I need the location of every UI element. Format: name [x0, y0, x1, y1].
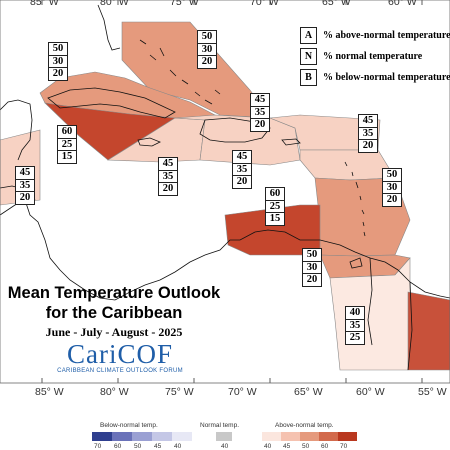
legend-above-swatch — [262, 432, 281, 441]
lon-label-bottom-85: 85° W — [35, 386, 64, 398]
prob-box-windward-islands: 50 30 20 — [382, 168, 402, 207]
legend-below-swatch — [112, 432, 132, 441]
map-title: Mean Temperature Outlook for the Caribbe… — [0, 283, 228, 323]
prob-box-north-hispaniola: 45 35 20 — [250, 93, 270, 132]
legend-above-swatch — [319, 432, 338, 441]
legend-below-tick: 50 — [134, 443, 142, 450]
prob-box-south-cuba: 60 25 15 — [57, 125, 77, 164]
probability-key: A % above-normal temperature N % normal te… — [300, 27, 450, 90]
key-letter-n: N — [300, 48, 317, 65]
legend-normal-tick: 40 — [221, 443, 229, 450]
legend-above-tick: 50 — [302, 443, 310, 450]
legend-below-swatch — [152, 432, 172, 441]
lon-label-bottom-55: 55° W — [418, 386, 447, 398]
legend-below-title: Below-normal temp. — [100, 422, 158, 429]
legend-above-title: Above-normal temp. — [275, 422, 334, 429]
lon-label-bottom-70: 70° W — [228, 386, 257, 398]
lon-label-top-80: 80° W — [100, 0, 129, 8]
map-title-line2: for the Caribbean — [45, 304, 183, 322]
lon-label-bottom-75: 75° W — [165, 386, 194, 398]
legend-above-tick: 40 — [264, 443, 272, 450]
key-text-above: % above-normal temperature — [323, 30, 450, 41]
prob-box-trinidad: 50 30 20 — [302, 248, 322, 287]
longitude-ticks — [41, 0, 423, 383]
key-letter-b: B — [300, 69, 317, 86]
key-letter-a: A — [300, 27, 317, 44]
lon-label-top-65: 65° W — [322, 0, 351, 8]
legend-above-swatch — [281, 432, 300, 441]
legend-normal-title: Normal temp. — [200, 422, 240, 429]
lon-label-bottom-60: 60° W — [356, 386, 385, 398]
key-row-above: A % above-normal temperature — [300, 27, 450, 44]
region-suriname — [407, 291, 450, 371]
lon-label-top-75: 75° W — [170, 0, 199, 8]
lon-label-top-85: 85° W — [30, 0, 59, 8]
legend-above-swatch — [300, 432, 319, 441]
prob-box-belize: 45 35 20 — [15, 166, 35, 205]
lon-label-bottom-80: 80° W — [100, 386, 129, 398]
prob-box-jamaica-sea: 45 35 20 — [158, 157, 178, 196]
legend-above-tick: 70 — [340, 443, 348, 450]
lon-label-top-60: 60° W — [388, 0, 417, 8]
prob-box-virgin-islands: 45 35 20 — [358, 114, 378, 153]
legend-below-tick: 45 — [154, 443, 162, 450]
legend-above-swatch — [338, 432, 357, 441]
lon-label-bottom-65: 65° W — [294, 386, 323, 398]
logo-tagline: CARIBBEAN CLIMATE OUTLOOK FORUM — [57, 368, 183, 374]
key-text-normal: % normal temperature — [323, 51, 423, 62]
legend-below-swatch — [132, 432, 152, 441]
logo-name: CariCOF — [66, 339, 173, 369]
lon-label-top-70: 70° W — [250, 0, 279, 8]
prob-box-north-cuba: 50 30 20 — [48, 42, 68, 81]
caricof-logo: CariCOF CARIBBEAN CLIMATE OUTLOOK FORUM — [40, 340, 200, 374]
map-subtitle: June - July - August - 2025 — [45, 325, 183, 339]
legend-normal-swatch — [216, 432, 232, 441]
legend-below-tick: 40 — [174, 443, 182, 450]
map-frame — [0, 0, 450, 384]
key-row-normal: N % normal temperature — [300, 48, 450, 65]
prob-box-guyana: 40 35 25 — [345, 306, 365, 345]
map-title-line1: Mean Temperature Outlook — [7, 284, 221, 302]
legend-below-tick: 70 — [94, 443, 102, 450]
key-text-below: % below-normal temperature — [323, 72, 450, 83]
legend-above-tick: 60 — [321, 443, 329, 450]
coastlines — [0, 4, 450, 371]
legend-below-swatch — [92, 432, 112, 441]
legend-below-swatch — [172, 432, 192, 441]
prob-box-abc-islands: 60 25 15 — [265, 187, 285, 226]
legend-below-tick: 60 — [114, 443, 122, 450]
prob-box-bahamas: 50 30 20 — [197, 30, 217, 69]
key-row-below: B % below-normal temperature — [300, 69, 450, 86]
region-virgin-islands — [299, 149, 396, 181]
prob-box-hispaniola: 45 35 20 — [232, 150, 252, 189]
legend-above-tick: 45 — [283, 443, 291, 450]
